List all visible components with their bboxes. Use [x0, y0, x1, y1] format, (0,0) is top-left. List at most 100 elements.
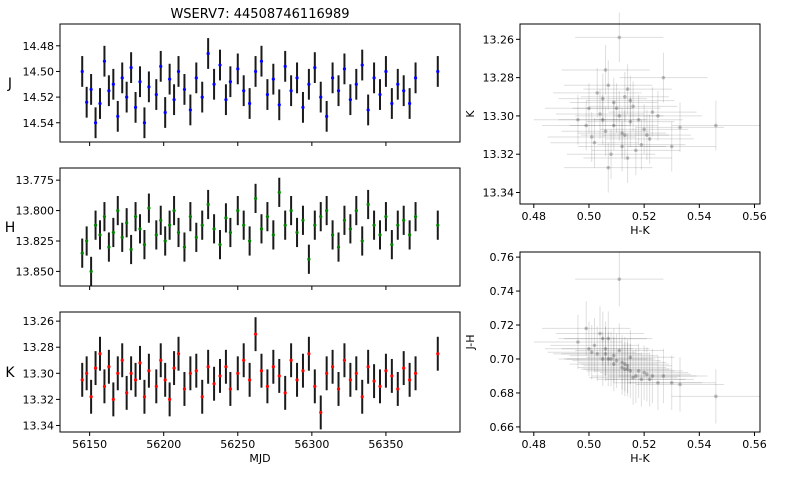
data-point — [277, 103, 281, 107]
data-point — [600, 357, 605, 361]
data-point — [623, 367, 627, 371]
data-point — [271, 233, 275, 237]
data-point — [436, 223, 440, 227]
data-point — [620, 131, 624, 135]
data-point — [89, 87, 93, 92]
data-point — [212, 382, 216, 386]
data-point — [408, 233, 412, 237]
data-point — [408, 378, 412, 382]
data-point — [138, 80, 142, 84]
y-tick-label: 13.775 — [16, 174, 55, 187]
data-point — [576, 117, 580, 122]
y-tick-label: 13.850 — [16, 265, 55, 278]
data-point — [271, 365, 275, 369]
data-point — [714, 123, 718, 128]
data-points — [80, 177, 440, 286]
data-point — [102, 215, 107, 219]
data-point — [212, 227, 216, 231]
data-point — [408, 101, 412, 106]
data-point — [206, 202, 210, 207]
data-point — [98, 233, 102, 237]
data-point — [614, 106, 619, 111]
data-point — [313, 384, 317, 388]
data-point — [182, 87, 187, 92]
data-point — [609, 357, 613, 361]
data-point — [154, 384, 158, 388]
data-point — [125, 221, 129, 225]
data-point — [242, 89, 246, 93]
data-point — [248, 378, 252, 382]
data-point — [188, 215, 192, 219]
data-point — [133, 105, 138, 109]
data-point — [120, 358, 124, 362]
data-point — [669, 380, 674, 385]
x-tick-label: 0.54 — [687, 210, 712, 223]
data-point — [603, 129, 608, 134]
data-point — [172, 208, 176, 213]
data-point — [85, 100, 89, 104]
color-magnitude-panel: 0.48 0.50 0.52 0.54 0.56 13.26 13.28 13.30 13.32… — [464, 12, 767, 237]
data-point — [611, 100, 616, 105]
data-point — [271, 77, 275, 81]
data-point — [436, 352, 440, 356]
data-point — [598, 112, 602, 116]
data-point — [360, 395, 364, 399]
data-point — [639, 377, 644, 382]
lightcurve-j-panel: 14.48 14.50 14.52 14.54 J — [7, 23, 461, 146]
data-point — [595, 91, 600, 95]
data-point — [396, 387, 400, 391]
y-tick-label: 0.68 — [490, 387, 515, 400]
figure-title: WSERV7: 44508746116989 — [170, 7, 349, 22]
data-point — [265, 92, 270, 97]
data-point — [89, 395, 93, 399]
data-point — [107, 365, 111, 369]
x-tick-label: 56150 — [72, 438, 107, 451]
data-point — [116, 371, 120, 375]
y-tick-label: 0.70 — [490, 353, 515, 366]
y-tick-label: 13.30 — [483, 110, 515, 123]
data-point — [669, 144, 674, 149]
data-point — [120, 76, 124, 80]
data-point — [224, 216, 228, 220]
y-tick-label: 13.825 — [16, 235, 55, 248]
data-point — [589, 350, 594, 354]
y-tick-label: 13.32 — [23, 393, 55, 406]
data-point — [188, 371, 192, 375]
data-point — [714, 394, 718, 399]
data-point — [366, 365, 370, 369]
data-point — [645, 372, 649, 377]
data-point — [620, 365, 624, 370]
data-point — [617, 348, 622, 353]
data-point — [609, 152, 613, 157]
data-point — [163, 239, 167, 243]
data-point — [125, 95, 129, 99]
data-point — [154, 92, 158, 97]
data-point — [623, 362, 627, 366]
data-point — [142, 121, 147, 125]
data-point — [617, 35, 622, 40]
data-point — [325, 208, 329, 213]
data-point — [120, 235, 124, 239]
data-point — [620, 360, 624, 365]
data-point — [584, 123, 589, 128]
data-point — [206, 365, 210, 369]
data-point — [336, 245, 341, 249]
x-axis-label: MJD — [249, 452, 270, 465]
axes-frame — [519, 251, 761, 433]
x-tick-label: 56350 — [368, 438, 403, 451]
data-point — [378, 384, 382, 388]
data-point — [163, 110, 167, 115]
data-point — [598, 331, 602, 336]
data-point — [656, 114, 660, 118]
data-point — [159, 218, 163, 222]
data-point — [595, 352, 600, 356]
y-axis-label: J — [7, 76, 12, 92]
data-point — [168, 397, 172, 401]
data-point — [413, 371, 418, 375]
axes-frame — [519, 23, 761, 205]
x-tick-label: 0.48 — [522, 438, 547, 451]
data-point — [587, 346, 591, 351]
data-point — [176, 69, 181, 74]
data-point — [116, 114, 120, 118]
data-point — [248, 101, 252, 106]
